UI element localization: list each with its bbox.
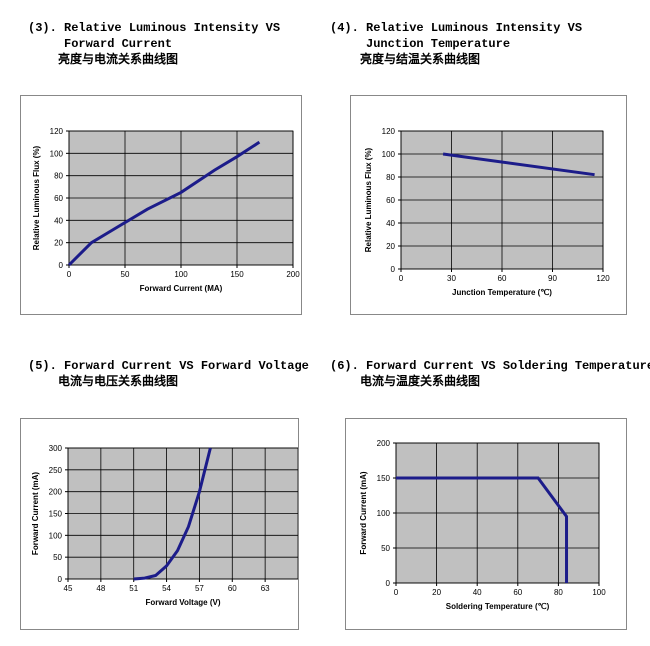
y-tick-label: 120 xyxy=(50,127,64,136)
x-tick-label: 60 xyxy=(498,274,507,283)
x-tick-label: 80 xyxy=(554,588,563,597)
x-axis-label: Junction Temperature (℃) xyxy=(452,288,552,297)
x-axis-label: Forward Voltage (V) xyxy=(146,598,221,607)
y-tick-label: 200 xyxy=(49,488,63,497)
heading-subtitle: 电流与电压关系曲线图 xyxy=(58,375,179,389)
y-tick-label: 0 xyxy=(59,261,64,270)
y-tick-label: 250 xyxy=(49,466,63,475)
y-tick-label: 0 xyxy=(391,265,396,274)
y-tick-label: 0 xyxy=(58,575,63,584)
heading-line: Junction Temperature xyxy=(366,37,511,51)
chart-box: 0 20 40 60 80 100 120 0 30 60 90 120 Junction Temper… xyxy=(350,95,627,315)
x-tick-label: 90 xyxy=(548,274,557,283)
data-line xyxy=(67,140,261,267)
y-tick-label: 150 xyxy=(49,510,63,519)
heading: (3). Relative Luminous Intensity VS Forwa… xyxy=(28,20,280,68)
x-tick-label: 50 xyxy=(121,270,130,279)
heading-line: (3). Relative Luminous Intensity VS xyxy=(28,21,281,35)
y-tick-label: 20 xyxy=(54,239,63,248)
chart: 0 50 100 150 200 250 300 45 48 51 54 57 60 63 Forward … xyxy=(31,444,299,607)
x-tick-label: 100 xyxy=(592,588,606,597)
x-tick-label: 48 xyxy=(96,584,105,593)
heading-line: Forward Current xyxy=(64,37,173,51)
y-axis-label: Relative Luminous Flux (%) xyxy=(364,147,373,252)
y-tick-label: 60 xyxy=(54,194,63,203)
heading: (4). Relative Luminous Intensity VS Junct… xyxy=(330,20,582,68)
y-tick-label: 0 xyxy=(386,579,391,588)
x-tick-label: 45 xyxy=(64,584,73,593)
y-axis-label: Forward Current (mA) xyxy=(31,472,40,555)
y-tick-label: 60 xyxy=(386,196,395,205)
chart-box: 0 50 100 150 200 250 300 45 48 51 54 57 60 63 Forward … xyxy=(20,418,299,630)
x-tick-label: 51 xyxy=(129,584,138,593)
x-tick-label: 60 xyxy=(513,588,522,597)
x-tick-label: 54 xyxy=(162,584,171,593)
x-tick-label: 20 xyxy=(432,588,441,597)
y-tick-label: 80 xyxy=(54,172,63,181)
x-tick-label: 30 xyxy=(447,274,456,283)
y-tick-label: 200 xyxy=(377,439,391,448)
heading-line: (5). Forward Current VS Forward Voltage xyxy=(28,359,309,373)
x-tick-label: 0 xyxy=(394,588,399,597)
x-tick-label: 0 xyxy=(399,274,404,283)
chart: 0 20 40 60 80 100 120 0 30 60 90 120 Junction Temper… xyxy=(364,127,610,297)
y-tick-label: 120 xyxy=(382,127,396,136)
x-tick-label: 150 xyxy=(230,270,244,279)
y-tick-label: 40 xyxy=(54,216,63,225)
x-axis-label: Soldering Temperature (℃) xyxy=(446,602,550,611)
y-tick-label: 40 xyxy=(386,219,395,228)
x-axis-label: Forward Current (MA) xyxy=(140,284,223,293)
x-tick-label: 100 xyxy=(174,270,188,279)
heading-subtitle: 电流与温度关系曲线图 xyxy=(360,375,481,389)
y-tick-label: 80 xyxy=(386,173,395,182)
data-line xyxy=(133,447,212,581)
x-tick-label: 0 xyxy=(67,270,72,279)
heading-subtitle: 亮度与结温关系曲线图 xyxy=(360,53,481,67)
chart-box: 0 50 100 150 200 0 20 40 60 80 100 Soldering Temper… xyxy=(345,418,627,630)
y-axis-label: Relative Luminous Flux (%) xyxy=(32,145,41,250)
y-tick-label: 20 xyxy=(386,242,395,251)
y-tick-label: 100 xyxy=(49,531,63,540)
y-tick-label: 100 xyxy=(377,509,391,518)
chart: 0 20 40 60 80 100 120 0 50 100 150 200 Forward Curre… xyxy=(32,127,300,293)
x-tick-label: 60 xyxy=(228,584,237,593)
heading: (6). Forward Current VS Soldering Temper… xyxy=(330,358,650,390)
y-tick-label: 100 xyxy=(382,150,396,159)
x-tick-label: 40 xyxy=(473,588,482,597)
x-tick-label: 63 xyxy=(261,584,270,593)
heading-line: (4). Relative Luminous Intensity VS xyxy=(330,21,583,35)
data-line xyxy=(442,152,595,177)
y-tick-label: 300 xyxy=(49,444,63,453)
heading-line: (6). Forward Current VS Soldering Temper… xyxy=(330,359,650,373)
x-tick-label: 200 xyxy=(286,270,300,279)
y-tick-label: 50 xyxy=(381,544,390,553)
x-tick-label: 57 xyxy=(195,584,204,593)
y-tick-label: 50 xyxy=(53,553,62,562)
y-tick-label: 100 xyxy=(50,149,64,158)
chart: 0 50 100 150 200 0 20 40 60 80 100 Soldering Temper… xyxy=(359,439,606,611)
chart-box: 0 20 40 60 80 100 120 0 50 100 150 200 Forward Curre… xyxy=(20,95,302,315)
y-tick-label: 150 xyxy=(377,474,391,483)
x-tick-label: 120 xyxy=(596,274,610,283)
y-axis-label: Forward Current (mA) xyxy=(359,471,368,554)
data-line xyxy=(396,476,569,583)
heading: (5). Forward Current VS Forward Voltage 电… xyxy=(28,358,309,390)
heading-subtitle: 亮度与电流关系曲线图 xyxy=(58,53,179,67)
